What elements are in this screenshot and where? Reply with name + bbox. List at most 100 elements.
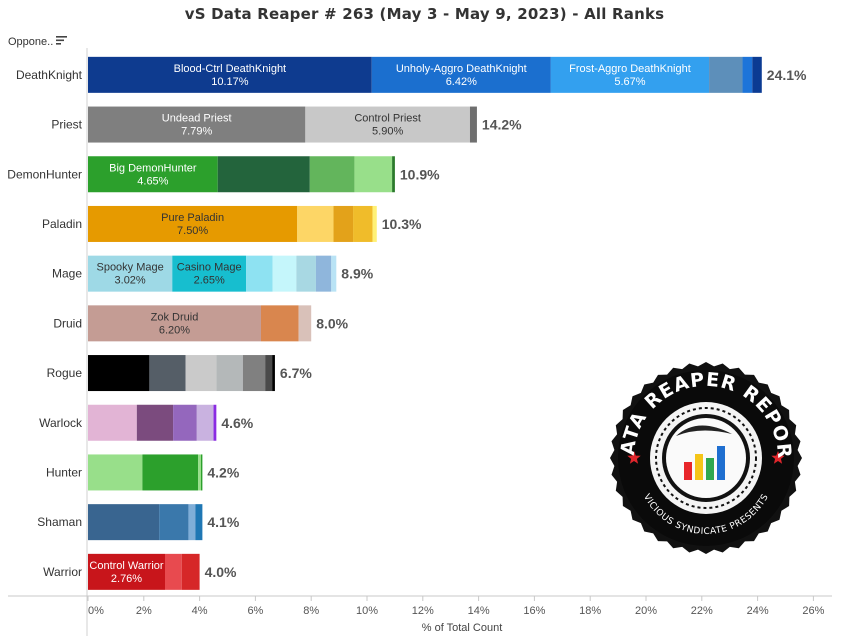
bar-segment[interactable] — [309, 156, 355, 193]
segment-name-label: Spooky Mage — [96, 262, 163, 274]
chart-frame — [8, 48, 832, 636]
segment-name-label: Zok Druid — [151, 311, 199, 323]
bar-segment[interactable] — [296, 255, 316, 292]
bar-segment[interactable] — [88, 404, 137, 441]
x-tick-label: 20% — [635, 605, 657, 617]
total-label: 24.1% — [767, 67, 807, 83]
segment-value-label: 10.17% — [211, 76, 249, 88]
bar-segment[interactable] — [297, 205, 334, 242]
bars-group — [88, 56, 762, 590]
bar-segment[interactable] — [216, 355, 243, 392]
bar-segment[interactable] — [246, 255, 273, 292]
bar-segment[interactable] — [173, 404, 197, 441]
logo-bar-icon — [695, 454, 703, 480]
bar-segment[interactable] — [550, 56, 710, 93]
category-label: Rogue — [47, 366, 83, 380]
x-tick-label: 10% — [356, 605, 378, 617]
sort-icon[interactable] — [55, 34, 69, 46]
segment-name-label: Big DemonHunter — [109, 162, 197, 174]
segment-name-label: Casino Mage — [177, 262, 242, 274]
bar-segment[interactable] — [315, 255, 332, 292]
bar-segment[interactable] — [353, 205, 373, 242]
bar-segment[interactable] — [752, 56, 762, 93]
bar-segment[interactable] — [354, 156, 393, 193]
bar-segment[interactable] — [709, 56, 743, 93]
star-icon — [627, 451, 641, 464]
segment-value-label: 5.67% — [614, 76, 645, 88]
segment-value-label: 4.65% — [137, 175, 168, 187]
bar-segment[interactable] — [88, 106, 306, 143]
bar-segment[interactable] — [305, 106, 470, 143]
bar-segment[interactable] — [742, 56, 753, 93]
bar-segment[interactable] — [331, 255, 337, 292]
x-tick-label: 26% — [802, 605, 824, 617]
bar-segment[interactable] — [88, 205, 298, 242]
bar-segment[interactable] — [149, 355, 186, 392]
bar-segment[interactable] — [217, 156, 310, 193]
bar-segment[interactable] — [200, 454, 203, 491]
x-tick-label: 18% — [579, 605, 601, 617]
scythe-icon — [676, 425, 732, 436]
bar-segment[interactable] — [265, 355, 273, 392]
bar-segment[interactable] — [181, 553, 200, 590]
bar-segment[interactable] — [371, 56, 551, 93]
bar-segment[interactable] — [272, 255, 297, 292]
segment-value-label: 7.79% — [181, 126, 212, 138]
total-label: 4.0% — [205, 564, 237, 580]
bar-segment[interactable] — [88, 553, 166, 590]
category-label: Druid — [53, 316, 82, 330]
total-label: 8.9% — [341, 266, 373, 282]
bar-segment[interactable] — [392, 156, 395, 193]
total-label: 4.2% — [207, 464, 239, 480]
segment-name-label: Control Warrior — [89, 560, 163, 572]
x-tick-label: 0% — [88, 605, 104, 617]
bar-segment[interactable] — [333, 205, 354, 242]
bar-segment[interactable] — [242, 355, 266, 392]
category-label: Warrior — [43, 565, 82, 579]
bar-segment[interactable] — [88, 454, 143, 491]
bar-segment[interactable] — [88, 504, 160, 541]
segment-value-label: 6.20% — [159, 324, 190, 336]
bar-segment[interactable] — [88, 56, 372, 93]
bar-segment[interactable] — [213, 404, 217, 441]
category-label: DemonHunter — [7, 167, 82, 181]
bar-segment[interactable] — [185, 355, 217, 392]
segment-value-label: 2.65% — [194, 275, 225, 287]
total-label: 10.9% — [400, 166, 440, 182]
opponent-filter-label[interactable]: Oppone.. — [8, 36, 54, 48]
category-label: Mage — [52, 267, 82, 281]
logo-bar-icon — [717, 446, 725, 480]
bar-segment[interactable] — [88, 355, 150, 392]
bar-segment[interactable] — [196, 404, 214, 441]
logo-dashed-ring — [655, 407, 757, 509]
bar-segment[interactable] — [165, 553, 182, 590]
x-tick-label: 16% — [523, 605, 545, 617]
x-tick-label: 8% — [303, 605, 319, 617]
total-label: 6.7% — [280, 365, 312, 381]
bar-segment[interactable] — [88, 305, 261, 342]
category-label: Paladin — [42, 217, 82, 231]
bar-segment[interactable] — [188, 504, 196, 541]
bar-segment[interactable] — [142, 454, 199, 491]
segment-value-label: 7.50% — [177, 225, 208, 237]
bar-segment[interactable] — [172, 255, 247, 292]
bar-segment[interactable] — [88, 255, 173, 292]
bar-segment[interactable] — [298, 305, 312, 342]
bar-segment[interactable] — [260, 305, 299, 342]
segment-name-label: Unholy-Aggro DeathKnight — [396, 63, 527, 75]
bar-segment[interactable] — [159, 504, 189, 541]
bar-segment[interactable] — [195, 504, 203, 541]
bar-segment[interactable] — [469, 106, 477, 143]
bar-segment[interactable] — [198, 454, 201, 491]
category-label: Warlock — [39, 416, 83, 430]
total-label: 8.0% — [316, 315, 348, 331]
total-label: 10.3% — [382, 216, 422, 232]
bar-segment[interactable] — [272, 355, 275, 392]
bar-segment[interactable] — [372, 205, 377, 242]
segment-name-label: Frost-Aggro DeathKnight — [569, 63, 691, 75]
bar-segment[interactable] — [136, 404, 174, 441]
bar-segment[interactable] — [88, 156, 218, 193]
category-label: Priest — [51, 118, 82, 132]
